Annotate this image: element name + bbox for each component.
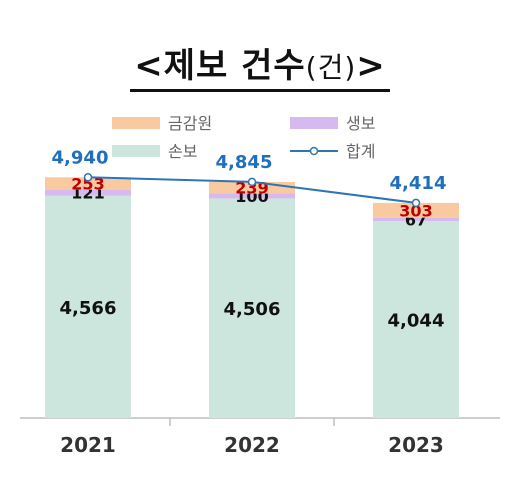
legend-total-label: 합계 bbox=[346, 142, 375, 161]
legend-nonlife-label: 손보 bbox=[168, 142, 197, 161]
bar-life-2023 bbox=[373, 217, 459, 221]
x-tick-label-2021: 2021 bbox=[60, 433, 116, 457]
bar-nonlife-2023 bbox=[373, 220, 459, 418]
title-main: <제보 건수 bbox=[134, 46, 306, 86]
data-label-nonlife-2023: 4,044 bbox=[388, 310, 445, 331]
x-tick-label-2022: 2022 bbox=[224, 433, 280, 457]
total-point-2023 bbox=[411, 198, 421, 208]
legend-nonlife-swatch bbox=[112, 145, 160, 157]
total-label-2022: 4,845 bbox=[216, 152, 273, 173]
total-label-2021: 4,940 bbox=[52, 147, 109, 168]
bar-fss-2021 bbox=[45, 177, 131, 190]
bar-fss-2022 bbox=[209, 181, 295, 194]
data-label-nonlife-2022: 4,506 bbox=[224, 299, 281, 320]
chart-title: <제보 건수(건)> bbox=[0, 38, 520, 92]
data-label-fss-2023: 303 bbox=[399, 201, 432, 220]
legend-fss-swatch bbox=[112, 117, 160, 129]
bar-nonlife-2021 bbox=[45, 195, 131, 418]
total-point-2021 bbox=[83, 173, 93, 182]
bar-fss-2023 bbox=[373, 202, 459, 218]
bar-life-2022 bbox=[209, 193, 295, 199]
title-unit: (건) bbox=[305, 51, 357, 84]
total-point-2022 bbox=[247, 177, 257, 187]
legend-life-label: 생보 bbox=[346, 114, 375, 133]
bar-nonlife-2022 bbox=[209, 198, 295, 418]
title-close: > bbox=[356, 46, 386, 86]
data-label-nonlife-2021: 4,566 bbox=[60, 298, 117, 319]
x-tick-label-2023: 2023 bbox=[388, 433, 444, 457]
legend-fss-label: 금감원 bbox=[168, 114, 212, 133]
bar-life-2021 bbox=[45, 189, 131, 196]
data-label-fss-2021: 253 bbox=[71, 174, 104, 193]
legend-life-swatch bbox=[290, 117, 338, 129]
legend-total-swatch-marker bbox=[309, 146, 319, 156]
total-label-2023: 4,414 bbox=[390, 173, 447, 194]
